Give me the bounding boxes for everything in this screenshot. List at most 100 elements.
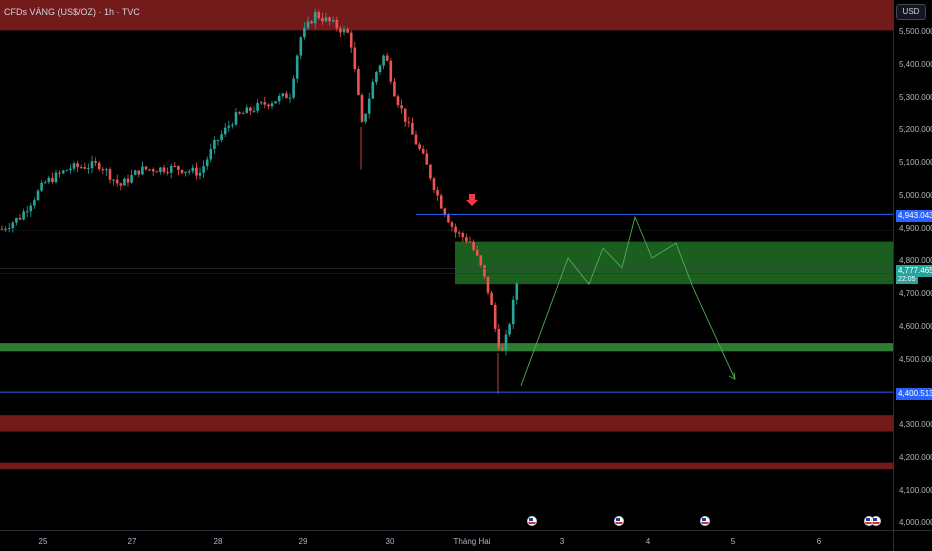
bearish-candle (479, 255, 483, 266)
bearish-candle (425, 153, 429, 165)
bearish-candle (457, 232, 461, 234)
time-label: 6 (816, 537, 822, 546)
bullish-candle (511, 299, 515, 325)
bullish-candle (112, 179, 115, 181)
bullish-candle (7, 227, 11, 229)
bullish-candle (216, 139, 220, 141)
bullish-candle (371, 82, 375, 99)
bullish-candle (202, 166, 205, 173)
bullish-candle (4, 228, 7, 230)
bearish-candle (137, 170, 141, 175)
time-label: 29 (298, 537, 308, 546)
bearish-candle (393, 81, 396, 97)
us-flag-icon[interactable] (527, 516, 537, 526)
bullish-candle (241, 113, 245, 115)
price-tick-label: 5,300.000 (899, 92, 932, 102)
bullish-candle (47, 177, 51, 183)
bearish-candle (173, 165, 177, 167)
bullish-candle (33, 200, 36, 206)
bearish-candle (58, 172, 61, 174)
us-flag-icon[interactable] (700, 516, 710, 526)
bullish-candle (231, 124, 234, 126)
bullish-candle (378, 65, 382, 72)
bearish-candle (339, 28, 342, 33)
bullish-candle (270, 103, 274, 107)
bullish-candle (191, 167, 195, 172)
us-flag-icon[interactable] (614, 516, 624, 526)
bullish-candle (508, 324, 511, 335)
price-tick-label: 5,100.000 (899, 158, 932, 167)
symbol-title[interactable]: CFDs VÀNG (US$/OZ) · 1h · TVC (4, 7, 140, 17)
bearish-candle (0, 228, 4, 230)
price-tick-label: 4,700.000 (899, 289, 932, 298)
bearish-candle (490, 292, 493, 305)
bearish-candle (360, 94, 364, 122)
bearish-candle (310, 21, 313, 24)
bearish-candle (335, 20, 339, 29)
bearish-candle (353, 47, 357, 69)
bearish-candle (263, 102, 267, 105)
bullish-candle (22, 211, 25, 220)
support-price-tag: 4,400.513 (896, 388, 932, 400)
price-tick-label: 4,800.000 (899, 256, 932, 266)
bullish-candle (198, 172, 202, 176)
bearish-candle (468, 241, 472, 243)
bearish-candle (450, 222, 454, 227)
bearish-candle (346, 29, 349, 33)
bullish-candle (324, 17, 328, 22)
price-tick-label: 4,200.000 (899, 452, 932, 462)
bullish-candle (72, 163, 76, 169)
bullish-candle (303, 27, 306, 38)
bullish-candle (306, 21, 310, 28)
bullish-candle (256, 103, 259, 111)
bearish-candle (400, 105, 403, 109)
time-label: 3 (559, 537, 565, 546)
bearish-candle (475, 249, 479, 256)
currency-button[interactable]: USD (896, 4, 926, 20)
bearish-candle (439, 195, 443, 209)
bearish-candle (180, 169, 184, 174)
bearish-candle (465, 237, 468, 242)
bullish-candle (40, 182, 43, 191)
bearish-candle (285, 93, 288, 99)
bullish-candle (504, 334, 508, 350)
bullish-candle (133, 170, 137, 175)
projection-arrowhead (728, 372, 736, 380)
price-tick-label: 5,500.000 (899, 27, 932, 36)
axis-corner (893, 530, 932, 551)
zone-demand-green (455, 241, 893, 285)
candlestick-chart[interactable] (0, 0, 893, 530)
bullish-candle (205, 159, 209, 167)
bearish-candle (461, 232, 465, 238)
bearish-candle (414, 134, 418, 145)
bearish-candle (454, 226, 457, 233)
resistance-price-tag: 4,943.043 (896, 210, 932, 222)
time-axis[interactable]: 25 27 28 29 30 Tháng Hai 3 4 5 6 (0, 530, 893, 551)
price-tick-label: 4,500.000 (899, 354, 932, 364)
zone-demand-green-band (0, 343, 893, 352)
bullish-candle (29, 205, 33, 212)
time-label: 5 (730, 537, 736, 546)
bearish-candle (144, 166, 148, 170)
time-label: Tháng Hai (453, 537, 491, 546)
bullish-candle (43, 182, 47, 184)
bullish-candle (15, 217, 18, 223)
bullish-candle (234, 112, 238, 125)
price-tick-label: 4,300.000 (899, 420, 932, 429)
bullish-candle (252, 110, 256, 112)
bearish-candle (443, 208, 447, 215)
us-flag-icon[interactable] (871, 516, 881, 526)
bearish-candle (396, 96, 400, 106)
current-price-tag: 4,777.465 (896, 265, 932, 277)
time-label: 28 (213, 537, 223, 546)
chart-area[interactable]: CFDs VÀNG (US$/OZ) · 1h · TVC (0, 0, 893, 530)
bearish-candle (108, 169, 112, 180)
bearish-candle (155, 171, 159, 173)
price-tick-label: 5,400.000 (899, 59, 932, 69)
bullish-candle (281, 93, 285, 97)
bearish-candle (403, 108, 407, 122)
projection-path (520, 215, 736, 386)
bullish-candle (331, 20, 335, 22)
bullish-candle (367, 98, 371, 114)
bearish-candle (83, 167, 87, 169)
